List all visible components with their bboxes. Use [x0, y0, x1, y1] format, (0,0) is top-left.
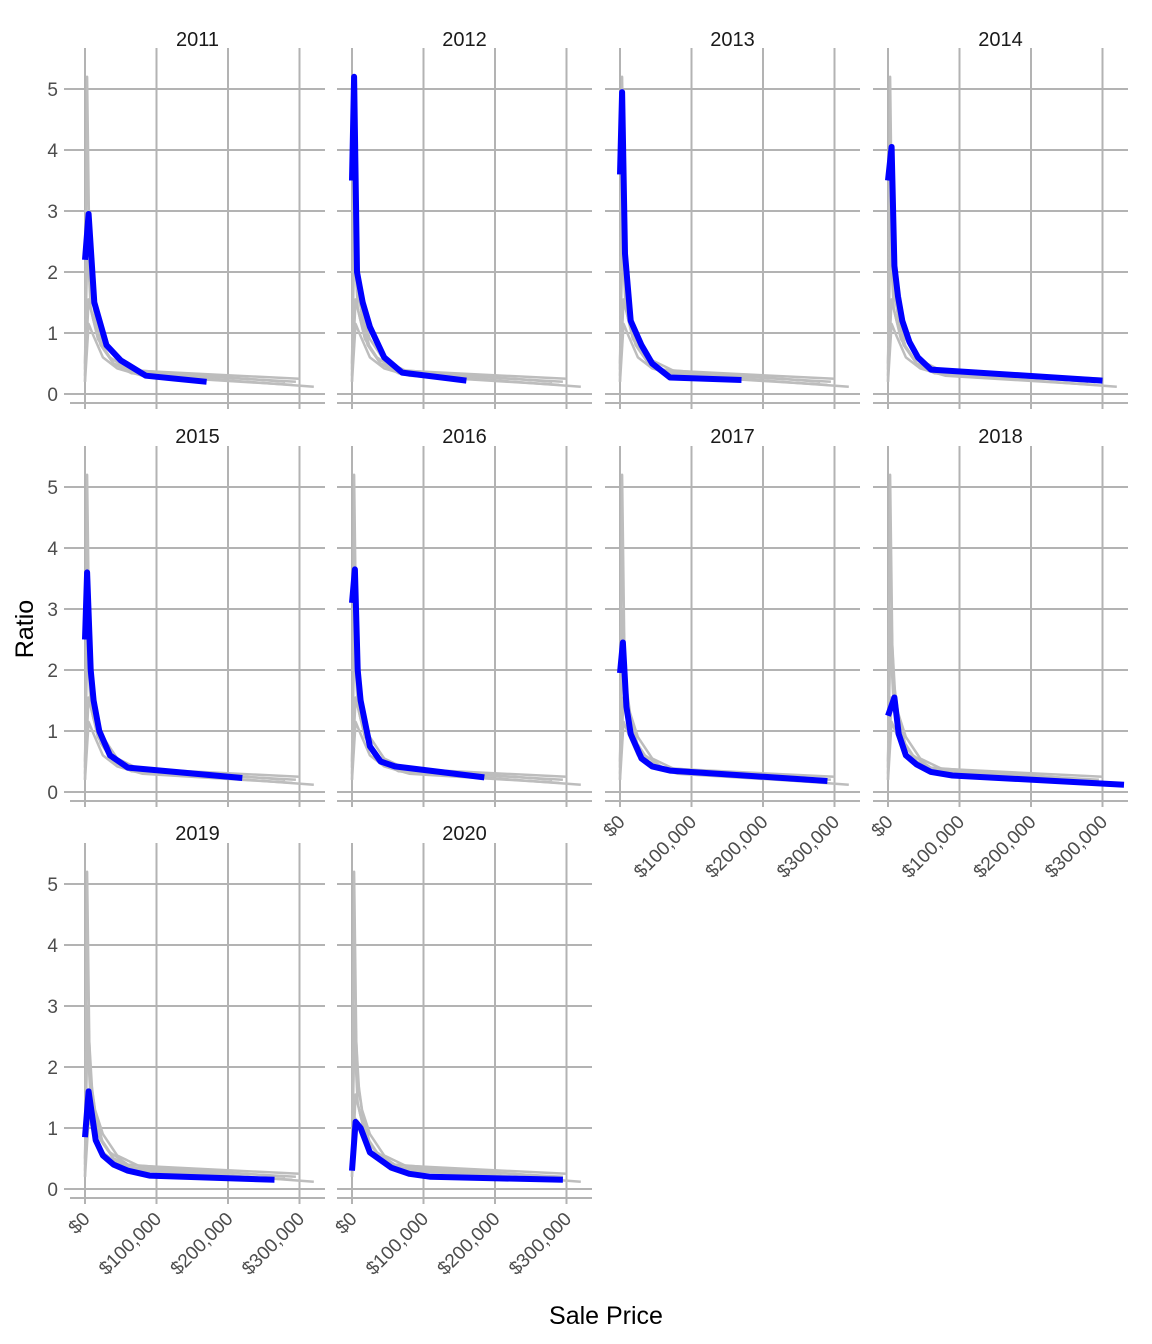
y-tick-label: 2 — [47, 1058, 58, 1079]
x-tick-label: $100,000 — [95, 1209, 166, 1280]
x-tick-label: $200,000 — [434, 1209, 505, 1280]
highlight-series-line — [617, 639, 828, 784]
background-series-line — [618, 473, 849, 786]
background-series-line — [83, 1004, 300, 1176]
facet-panel-2016: 2016 — [337, 426, 592, 807]
y-tick-label: 5 — [47, 80, 58, 101]
background-series-line — [83, 473, 314, 786]
y-tick-label: 0 — [47, 783, 58, 804]
background-series-line — [618, 209, 835, 381]
x-tick-label: $300,000 — [773, 812, 844, 883]
facet-title: 2014 — [978, 29, 1023, 51]
background-series-line — [618, 75, 849, 388]
x-tick-label: $0 — [332, 1209, 362, 1239]
facet-panel-2019: 2019 0 1 2 3 4 5 $0 $100,000 $200,000 $300,000 — [47, 823, 325, 1280]
background-series-line — [83, 1029, 286, 1179]
highlight-series-line — [82, 569, 243, 781]
background-series-line — [350, 607, 567, 779]
facet-panel-2017: 2017 $0 $100,000 $200,000 $300,000 — [600, 426, 860, 883]
facet-title: 2017 — [710, 426, 755, 448]
y-tick-label: 5 — [47, 478, 58, 499]
x-tick-label: $100,000 — [362, 1209, 433, 1280]
x-tick-label: $200,000 — [167, 1209, 238, 1280]
x-tick-label: $100,000 — [630, 812, 701, 883]
facet-panel-2011: 2011 0 1 2 3 4 5 — [47, 29, 325, 409]
y-tick-label: 3 — [47, 202, 58, 223]
facet-title: 2011 — [176, 29, 219, 51]
highlight-series-line — [617, 89, 742, 383]
facet-title: 2015 — [175, 426, 220, 448]
facet-panel-2013: 2013 — [605, 29, 860, 409]
y-tick-label: 0 — [47, 385, 58, 406]
y-axis-title: Ratio — [11, 600, 39, 658]
background-series-line — [350, 473, 581, 786]
highlight-series-line — [349, 73, 467, 384]
background-series-line — [350, 632, 553, 782]
background-series-line — [350, 234, 553, 384]
y-tick-label: 5 — [47, 875, 58, 896]
background-series-line — [886, 322, 1096, 387]
x-axis-title: Sale Price — [549, 1302, 663, 1330]
facet-panel-2018: 2018 $0 $100,000 $200,000 $300,000 — [868, 426, 1128, 883]
facet-title: 2020 — [442, 823, 487, 845]
y-tick-label: 1 — [47, 1119, 58, 1140]
facet-title: 2018 — [978, 426, 1023, 448]
y-tick-label: 3 — [47, 600, 58, 621]
facet-title: 2016 — [442, 426, 487, 448]
background-series-line — [618, 632, 821, 782]
highlight-series-line — [885, 694, 1125, 788]
facet-title: 2019 — [175, 823, 220, 845]
x-tick-label: $300,000 — [238, 1209, 309, 1280]
background-series-line — [83, 234, 286, 384]
y-tick-label: 2 — [47, 661, 58, 682]
facet-panel-2015: 2015 0 1 2 3 4 5 — [47, 426, 325, 807]
x-tick-label: $200,000 — [702, 812, 773, 883]
background-series-line — [350, 1029, 553, 1179]
highlight-series-line — [82, 1088, 275, 1183]
background-series-line — [350, 1004, 567, 1176]
facet-panel-2012: 2012 — [337, 29, 592, 409]
background-series-line — [350, 720, 560, 785]
y-tick-label: 2 — [47, 263, 58, 284]
y-tick-label: 1 — [47, 324, 58, 345]
highlight-series-line — [349, 566, 485, 781]
highlight-series-line — [349, 1118, 563, 1183]
y-tick-label: 0 — [47, 1180, 58, 1201]
y-tick-label: 3 — [47, 997, 58, 1018]
x-tick-label: $200,000 — [970, 812, 1041, 883]
x-tick-label: $0 — [600, 812, 630, 842]
x-tick-label: $0 — [868, 812, 898, 842]
background-series-line — [350, 75, 581, 388]
y-tick-label: 4 — [47, 936, 58, 957]
background-series-line — [886, 607, 1103, 779]
background-series-line — [886, 209, 1103, 381]
background-series-line — [83, 720, 293, 785]
background-series-line — [886, 473, 1117, 786]
facet-title: 2012 — [442, 29, 487, 51]
background-series-line — [83, 870, 314, 1183]
background-series-line — [83, 607, 300, 779]
y-tick-label: 1 — [47, 722, 58, 743]
highlight-series-line — [885, 144, 1103, 384]
x-tick-label: $0 — [65, 1209, 95, 1239]
facet-title: 2013 — [710, 29, 755, 51]
background-series-line — [83, 75, 314, 388]
facet-panel-2020: 2020 $0 $100,000 $200,000 $300,000 — [332, 823, 592, 1280]
y-tick-label: 4 — [47, 539, 58, 560]
background-series-line — [350, 870, 581, 1183]
facet-panel-2014: 2014 — [873, 29, 1128, 409]
background-series-line — [886, 75, 1117, 388]
x-tick-label: $300,000 — [1041, 812, 1112, 883]
x-tick-label: $300,000 — [505, 1209, 576, 1280]
background-series-line — [618, 607, 835, 779]
x-tick-label: $100,000 — [898, 812, 969, 883]
background-series-line — [886, 632, 1089, 782]
y-tick-label: 4 — [47, 141, 58, 162]
